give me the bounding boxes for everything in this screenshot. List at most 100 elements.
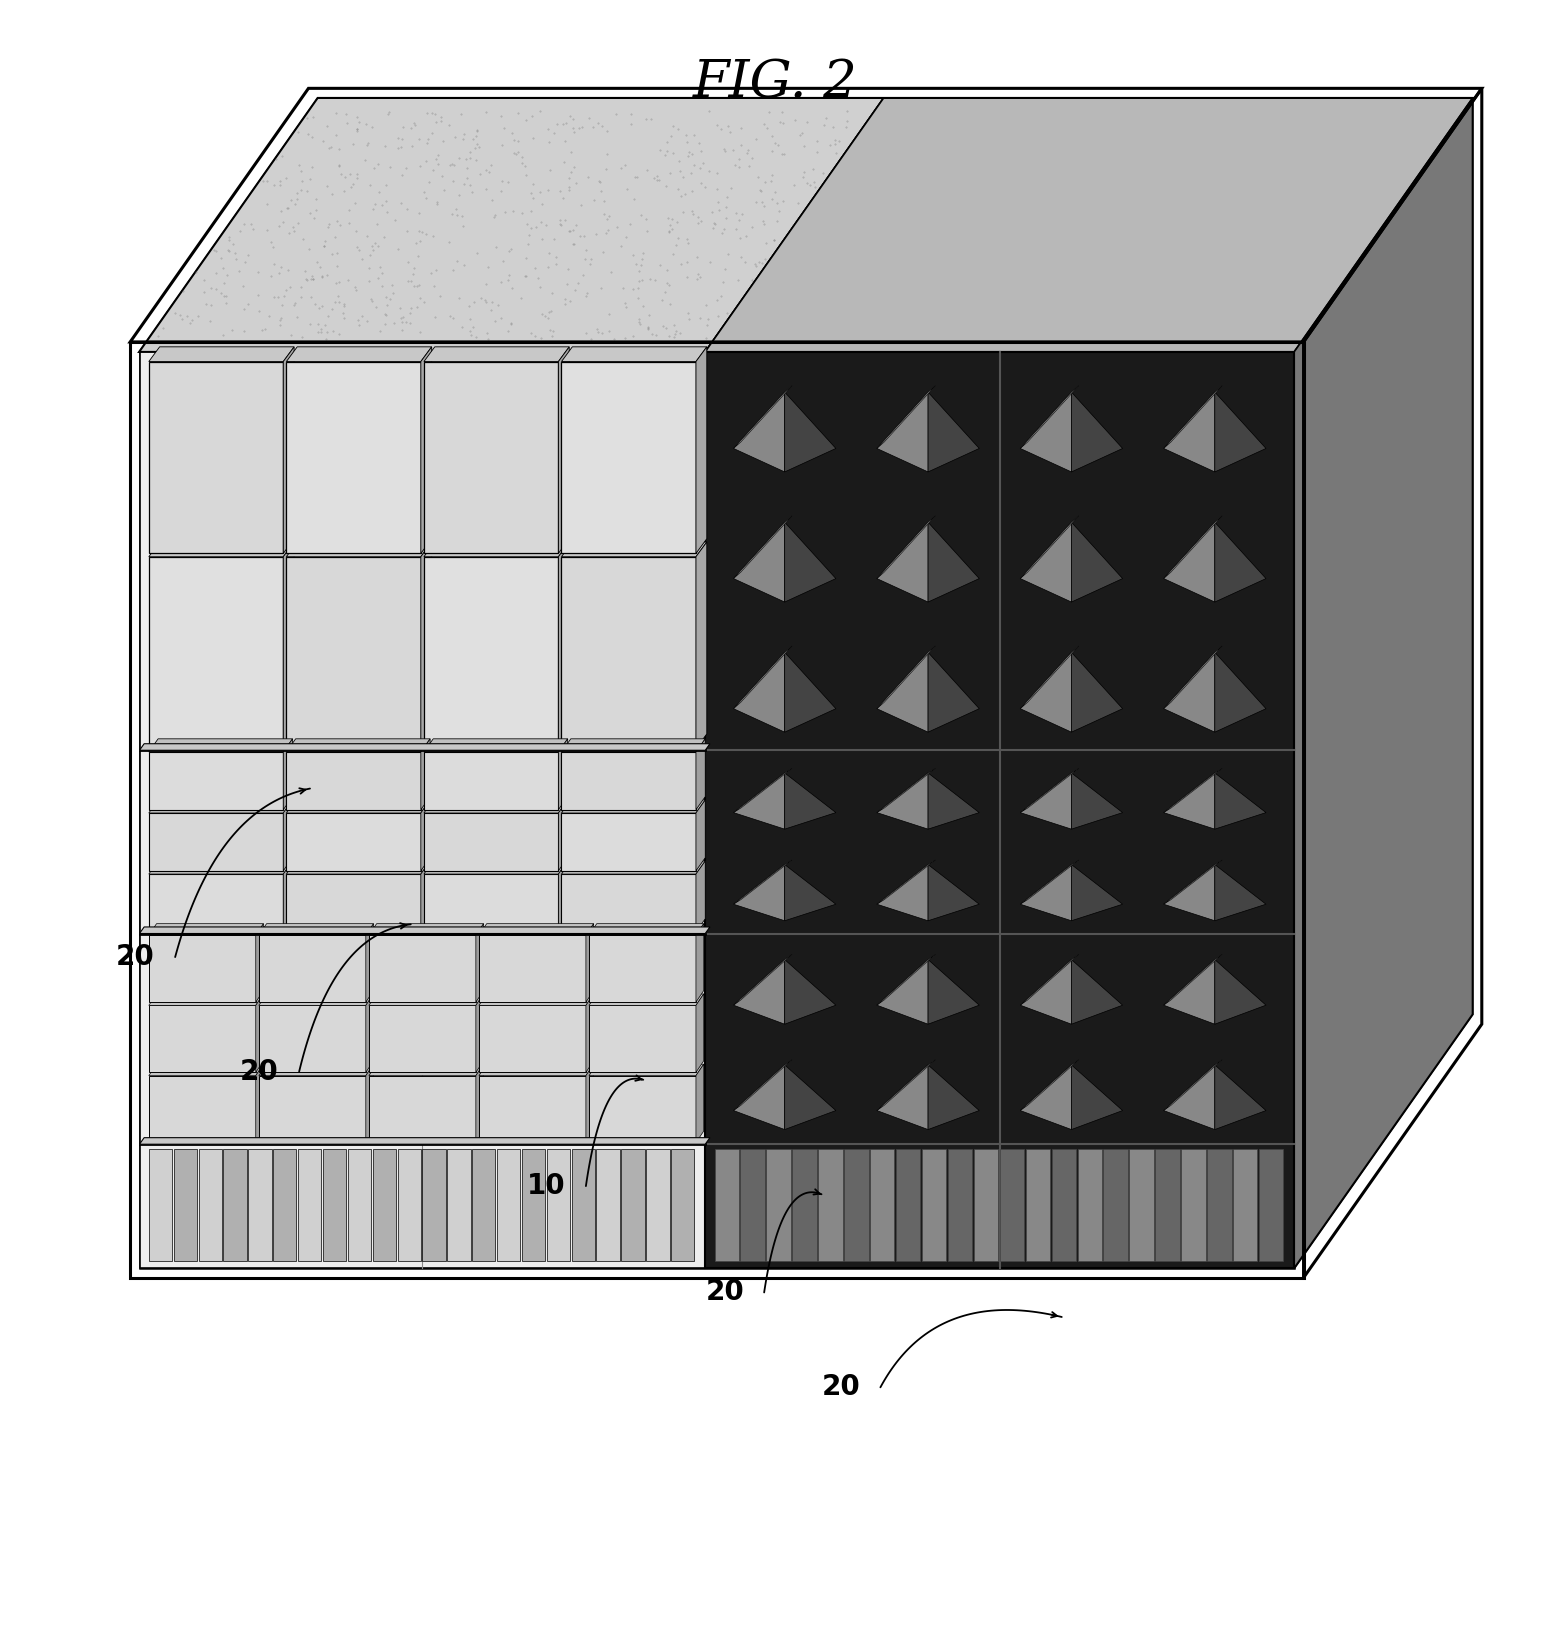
Polygon shape — [1020, 769, 1079, 813]
Polygon shape — [149, 739, 293, 753]
Polygon shape — [589, 1075, 696, 1142]
Polygon shape — [928, 1065, 980, 1129]
Polygon shape — [369, 1063, 484, 1075]
Polygon shape — [766, 1148, 791, 1261]
Polygon shape — [949, 1148, 972, 1261]
Polygon shape — [696, 542, 707, 749]
Polygon shape — [792, 1148, 817, 1261]
Polygon shape — [369, 936, 476, 1003]
Polygon shape — [256, 924, 264, 1003]
Polygon shape — [1020, 960, 1071, 1024]
Polygon shape — [420, 739, 429, 810]
Polygon shape — [369, 995, 484, 1006]
Polygon shape — [784, 522, 835, 602]
Polygon shape — [366, 995, 374, 1072]
Polygon shape — [149, 800, 293, 813]
Text: FIG. 2: FIG. 2 — [693, 57, 857, 108]
Polygon shape — [877, 515, 935, 579]
Polygon shape — [1000, 1148, 1025, 1261]
Polygon shape — [1164, 864, 1215, 921]
Polygon shape — [479, 1006, 586, 1072]
Polygon shape — [498, 1148, 521, 1261]
Polygon shape — [476, 1063, 484, 1142]
Polygon shape — [422, 1148, 446, 1261]
Polygon shape — [149, 995, 264, 1006]
Polygon shape — [784, 1065, 835, 1129]
Polygon shape — [287, 347, 431, 362]
Polygon shape — [1215, 393, 1266, 471]
Polygon shape — [423, 874, 558, 933]
Polygon shape — [420, 800, 429, 870]
Polygon shape — [561, 347, 707, 362]
Polygon shape — [284, 800, 293, 870]
Polygon shape — [259, 1006, 366, 1072]
Polygon shape — [1215, 522, 1266, 602]
Polygon shape — [149, 542, 294, 556]
Polygon shape — [1164, 960, 1215, 1024]
Polygon shape — [733, 393, 784, 471]
Polygon shape — [287, 542, 431, 556]
Polygon shape — [287, 874, 420, 933]
Polygon shape — [696, 739, 705, 810]
Polygon shape — [479, 924, 594, 936]
Polygon shape — [928, 393, 980, 471]
Polygon shape — [696, 1063, 704, 1142]
Polygon shape — [479, 1063, 594, 1075]
Polygon shape — [928, 960, 980, 1024]
Polygon shape — [1020, 386, 1079, 448]
Polygon shape — [259, 924, 374, 936]
Polygon shape — [733, 954, 792, 1005]
Polygon shape — [149, 362, 284, 553]
Polygon shape — [1020, 954, 1079, 1005]
Polygon shape — [149, 874, 284, 933]
Text: 20: 20 — [705, 1278, 744, 1307]
Polygon shape — [561, 542, 707, 556]
Polygon shape — [558, 800, 567, 870]
Polygon shape — [589, 936, 696, 1003]
Polygon shape — [1104, 1148, 1128, 1261]
Polygon shape — [671, 1148, 694, 1261]
Polygon shape — [1164, 769, 1221, 813]
Polygon shape — [733, 646, 792, 708]
Polygon shape — [589, 1063, 704, 1075]
Polygon shape — [149, 556, 284, 749]
Polygon shape — [1155, 1148, 1180, 1261]
Polygon shape — [733, 864, 784, 921]
Polygon shape — [733, 653, 784, 733]
Polygon shape — [877, 653, 928, 733]
Polygon shape — [397, 1148, 420, 1261]
Polygon shape — [223, 1148, 246, 1261]
Polygon shape — [1020, 864, 1071, 921]
Polygon shape — [973, 1148, 998, 1261]
Polygon shape — [1071, 864, 1122, 921]
Polygon shape — [784, 960, 835, 1024]
Polygon shape — [558, 542, 569, 749]
Polygon shape — [273, 1148, 296, 1261]
Polygon shape — [572, 1148, 595, 1261]
Polygon shape — [561, 813, 696, 870]
Polygon shape — [347, 1148, 370, 1261]
Polygon shape — [149, 813, 284, 870]
Polygon shape — [1215, 1065, 1266, 1129]
Polygon shape — [784, 864, 835, 921]
Polygon shape — [1071, 522, 1122, 602]
Polygon shape — [140, 928, 710, 934]
Polygon shape — [733, 769, 792, 813]
Polygon shape — [870, 1148, 894, 1261]
Polygon shape — [284, 861, 293, 933]
Polygon shape — [928, 522, 980, 602]
Polygon shape — [705, 352, 1294, 1268]
Polygon shape — [423, 739, 567, 753]
Polygon shape — [1020, 772, 1071, 829]
Polygon shape — [1071, 960, 1122, 1024]
Polygon shape — [547, 1148, 570, 1261]
Polygon shape — [1020, 393, 1071, 471]
Polygon shape — [479, 1075, 586, 1142]
Polygon shape — [1164, 393, 1215, 471]
Polygon shape — [561, 739, 705, 753]
Polygon shape — [174, 1148, 197, 1261]
Polygon shape — [149, 861, 293, 874]
Polygon shape — [423, 542, 569, 556]
Polygon shape — [1071, 653, 1122, 733]
Polygon shape — [784, 772, 835, 829]
